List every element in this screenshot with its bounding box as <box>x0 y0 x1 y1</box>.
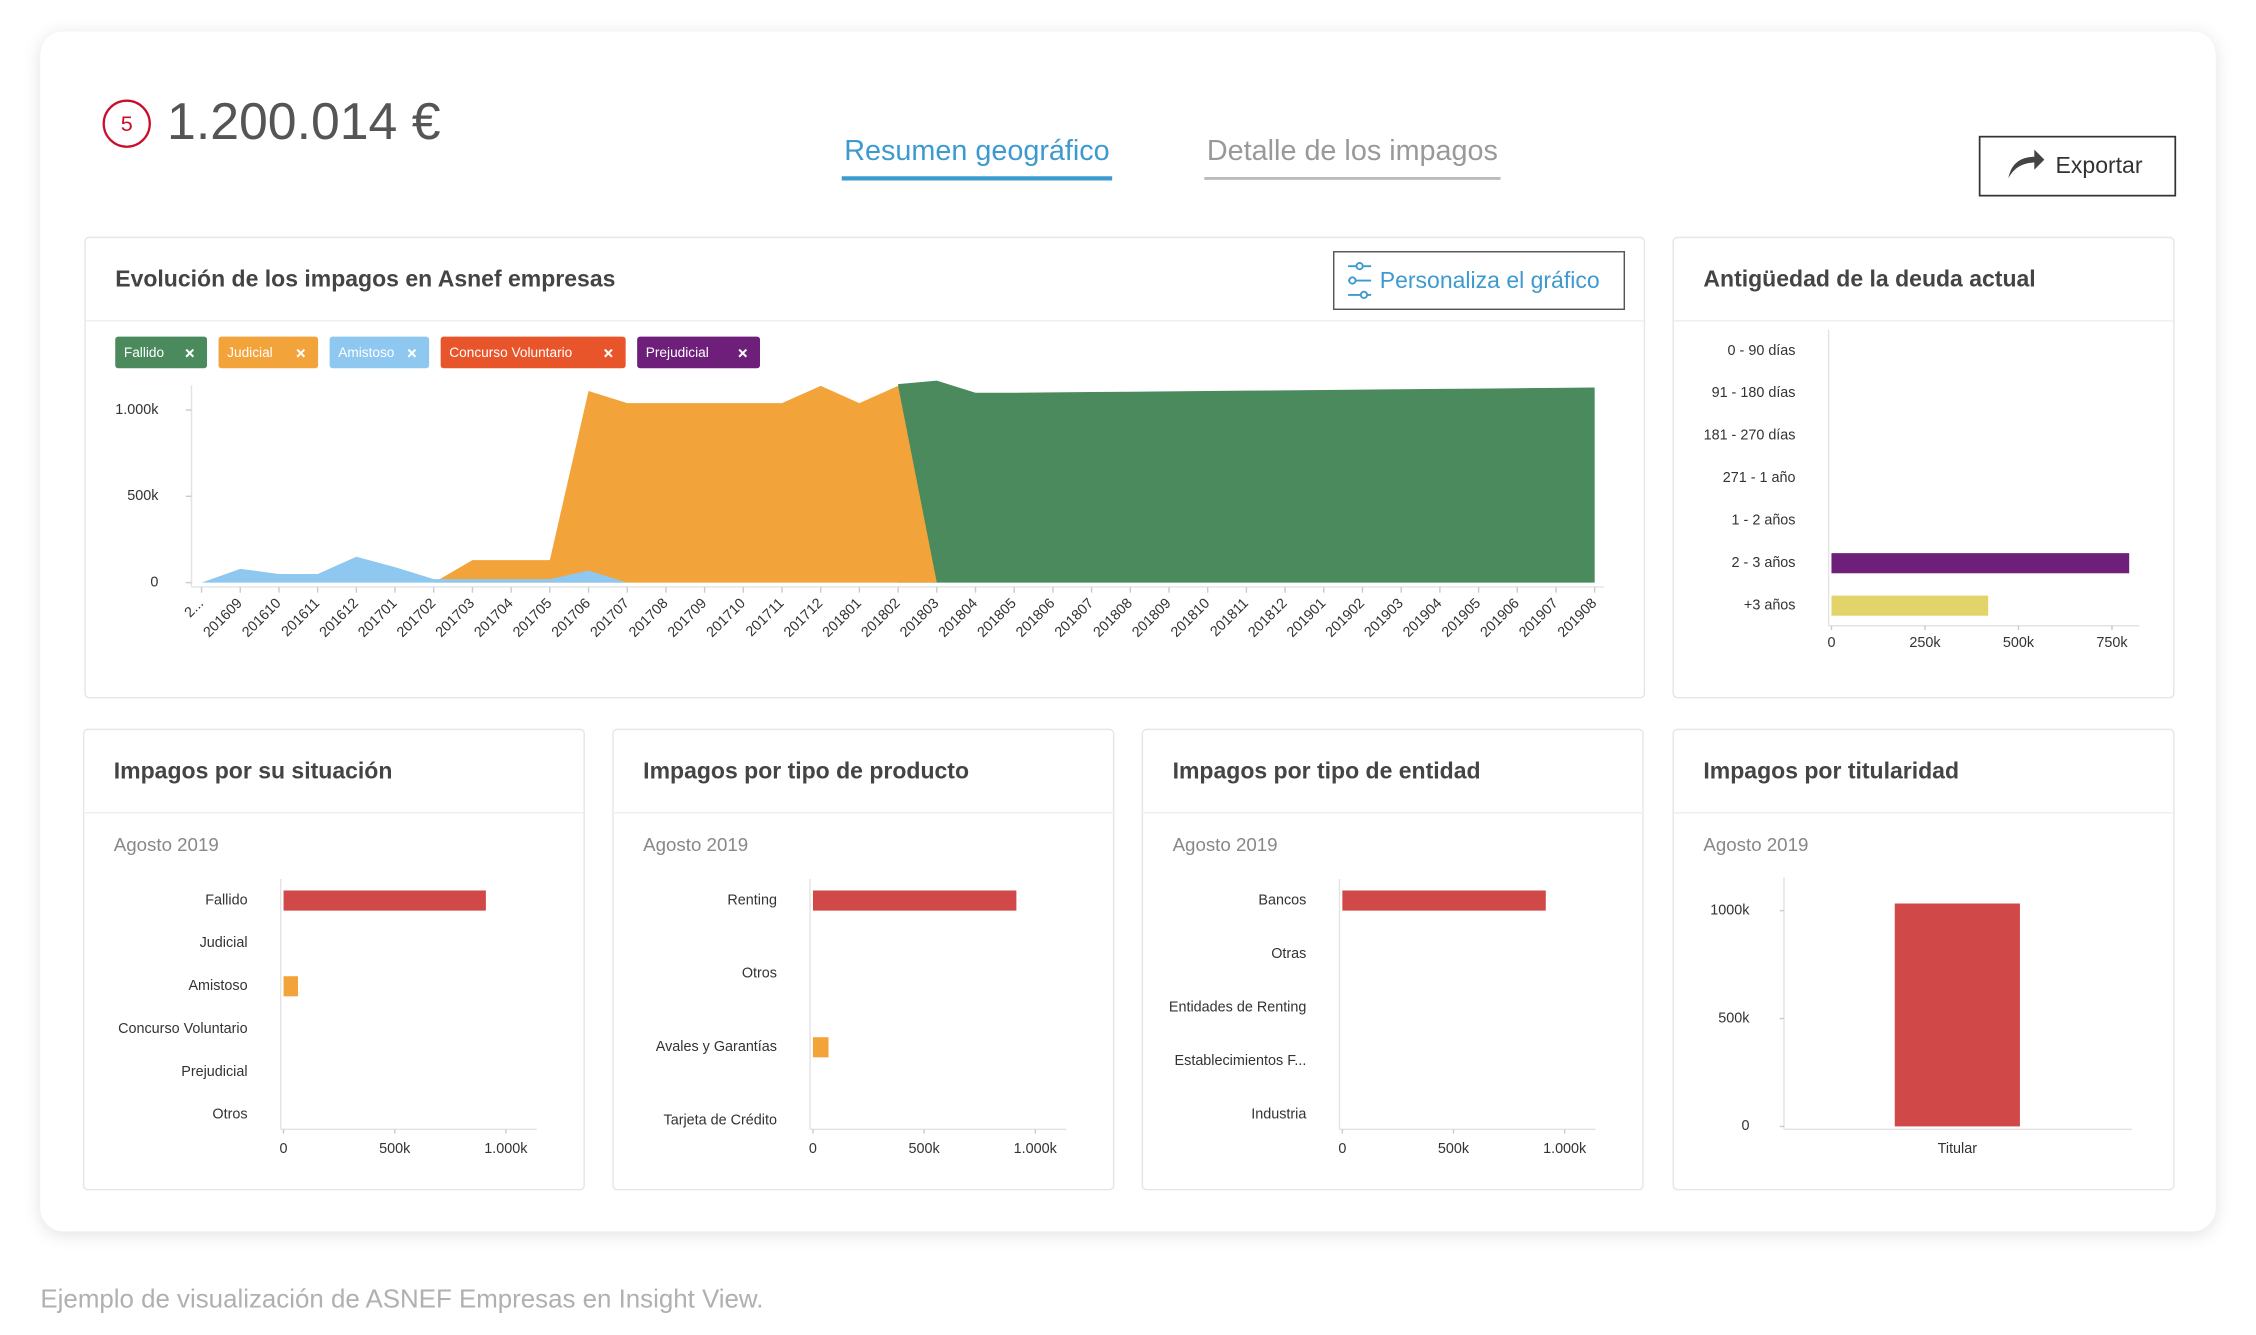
y-tick-label: 0 - 90 días <box>1728 343 1796 359</box>
export-label: Exportar <box>2056 152 2143 178</box>
export-button[interactable] <box>1978 135 2177 197</box>
y-tick-label: Bancos <box>1258 892 1306 908</box>
legend-chip[interactable] <box>440 336 626 369</box>
legend-chip[interactable] <box>115 336 208 369</box>
x-tick-label: Titular <box>1938 1141 1978 1157</box>
panel-title: Impagos por tipo de producto <box>643 758 969 784</box>
tab-active[interactable]: Resumen geográfico <box>844 135 1109 167</box>
x-tick-label: 0 <box>280 1141 288 1157</box>
y-tick-label: 1.000k <box>115 402 159 418</box>
y-tick-label: Fallido <box>205 892 247 908</box>
panel <box>1141 728 1644 1191</box>
x-tick-label: 250k <box>1909 635 1941 651</box>
caption: Ejemplo de visualización de ASNEF Empres… <box>40 1285 763 1313</box>
y-tick-label: Otras <box>1271 946 1306 962</box>
y-tick-label: 91 - 180 días <box>1712 385 1796 401</box>
tab[interactable]: Detalle de los impagos <box>1207 135 1498 167</box>
y-tick-label: Establecimientos F... <box>1175 1053 1307 1069</box>
area <box>201 556 628 583</box>
y-tick-label: Avales y Garantías <box>656 1039 777 1055</box>
area <box>433 385 937 583</box>
y-tick-label: Renting <box>727 892 777 908</box>
x-tick-label: 500k <box>1438 1141 1470 1157</box>
y-tick-label: Amistoso <box>188 978 247 994</box>
panel-subtitle: Agosto 2019 <box>1703 834 1808 855</box>
bar <box>812 890 1017 911</box>
panel-subtitle: Agosto 2019 <box>1173 834 1278 855</box>
x-tick-label: 0 <box>1338 1141 1346 1157</box>
panel-title: Impagos por titularidad <box>1703 758 1959 784</box>
legend-label: Judicial <box>227 345 273 360</box>
y-tick-label: Judicial <box>200 935 248 951</box>
panel <box>82 728 585 1191</box>
bar <box>1894 903 2020 1127</box>
y-tick-label: 500k <box>1718 1010 1750 1026</box>
bar <box>1831 595 1989 616</box>
legend-chip[interactable] <box>637 336 761 369</box>
chip-close <box>407 348 417 358</box>
legend-label: Prejudicial <box>646 345 709 360</box>
x-tick-label: 0 <box>1827 635 1835 651</box>
y-tick-label: Prejudicial <box>181 1064 247 1080</box>
chip-close <box>604 348 613 358</box>
y-tick-label: Industria <box>1251 1107 1306 1123</box>
badge-number: 5 <box>121 111 133 136</box>
bar <box>812 1037 829 1058</box>
legend-label: Fallido <box>124 345 165 360</box>
y-tick-label: 500k <box>127 488 159 504</box>
x-tick-label: 750k <box>2096 635 2128 651</box>
panel-title: Evolución de los impagos en Asnef empres… <box>115 266 615 292</box>
y-tick-label: 1 - 2 años <box>1732 513 1796 529</box>
area <box>898 380 1595 583</box>
chip-close <box>738 348 748 358</box>
y-tick-label: 181 - 270 días <box>1704 428 1796 444</box>
panel <box>1672 236 2175 699</box>
export-icon <box>2008 149 2045 179</box>
legend-label: Amistoso <box>338 345 395 360</box>
panel-title: Impagos por tipo de entidad <box>1173 758 1481 784</box>
y-tick-label: Concurso Voluntario <box>118 1021 247 1037</box>
panel-title: Impagos por su situación <box>114 758 393 784</box>
y-tick-label: Otros <box>742 966 777 982</box>
x-tick-label: 500k <box>379 1141 411 1157</box>
customize-label: Personaliza el gráfico <box>1380 267 1600 293</box>
x-tick-label: 1.000k <box>484 1141 528 1157</box>
panel-subtitle: Agosto 2019 <box>114 834 219 855</box>
y-tick-label: Otros <box>212 1107 247 1123</box>
chip-close <box>296 348 306 358</box>
y-tick-label: 271 - 1 año <box>1723 470 1796 486</box>
bar <box>1342 890 1546 911</box>
legend-label: Concurso Voluntario <box>449 345 572 360</box>
panel-title: Antigüedad de la deuda actual <box>1703 266 2035 292</box>
bar <box>1831 553 2130 574</box>
y-tick-label: 0 <box>150 574 158 590</box>
x-tick-label: 500k <box>909 1141 941 1157</box>
panel-subtitle: Agosto 2019 <box>643 834 748 855</box>
icon-knob <box>1359 290 1369 300</box>
x-tick-label: 1.000k <box>1543 1141 1587 1157</box>
y-tick-label: 1000k <box>1710 902 1750 918</box>
legend-chip[interactable] <box>218 336 319 369</box>
y-tick-label: Entidades de Renting <box>1169 1000 1306 1016</box>
x-tick-label: 0 <box>809 1141 817 1157</box>
panel <box>612 728 1115 1191</box>
icon-knob <box>1348 276 1357 285</box>
icon-knob <box>1355 262 1364 271</box>
badge <box>102 99 151 148</box>
customize-button[interactable] <box>1332 251 1626 311</box>
y-tick-label: +3 años <box>1744 597 1796 613</box>
bar <box>283 976 299 997</box>
chip-close <box>185 348 195 358</box>
y-tick-label: Tarjeta de Crédito <box>664 1112 777 1128</box>
total-amount: 1.200.014 € <box>167 92 441 150</box>
y-tick-label: 2 - 3 años <box>1732 555 1796 571</box>
legend-chip[interactable] <box>329 336 430 369</box>
bar <box>283 890 486 911</box>
x-tick-label: 1.000k <box>1014 1141 1058 1157</box>
x-tick-label: 500k <box>2003 635 2035 651</box>
y-tick-label: 0 <box>1741 1118 1749 1134</box>
